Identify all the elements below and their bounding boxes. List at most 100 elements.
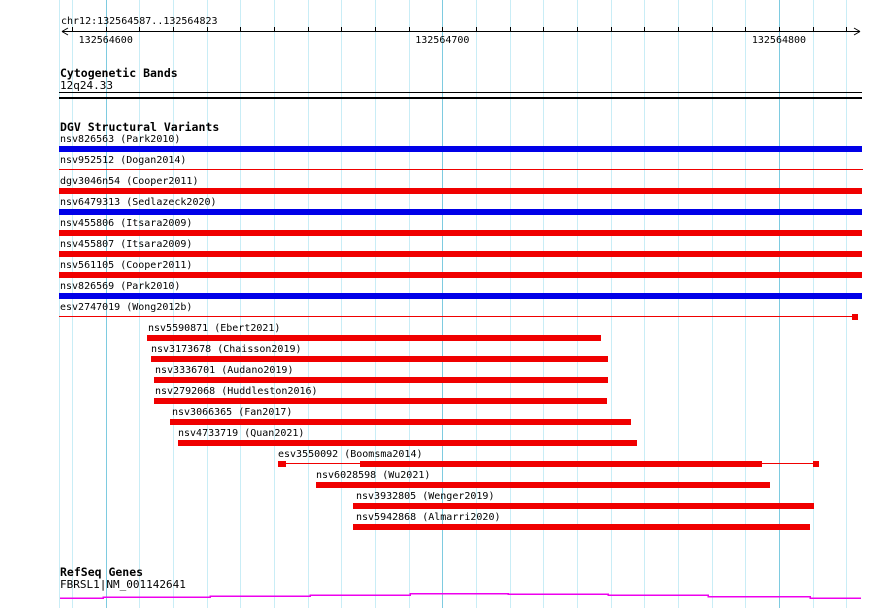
ruler-tick	[677, 27, 679, 32]
gridline-minor	[139, 0, 141, 608]
variant-bar[interactable]	[154, 377, 608, 383]
gridline-minor	[72, 0, 74, 608]
gridline-major	[778, 0, 780, 608]
variant-endpoint-block[interactable]	[852, 314, 858, 320]
gridline-major	[105, 0, 107, 608]
variant-label[interactable]: nsv455806 (Itsara2009)	[60, 218, 193, 229]
variant-label[interactable]: nsv5942868 (Almarri2020)	[356, 512, 501, 523]
gridline-minor	[408, 0, 410, 608]
variant-label[interactable]: nsv6479313 (Sedlazeck2020)	[60, 197, 217, 208]
variant-bar[interactable]	[59, 251, 862, 257]
cytoband-top-border	[59, 92, 862, 93]
variant-connector-line[interactable]	[59, 169, 863, 170]
ruler-tick	[509, 27, 511, 32]
gridline-minor	[610, 0, 612, 608]
ruler-tick	[72, 27, 74, 32]
ruler-tick	[812, 27, 814, 32]
ruler-tick	[543, 27, 545, 32]
variant-label[interactable]: esv2747019 (Wong2012b)	[60, 302, 193, 313]
ruler-tick	[105, 27, 107, 32]
ruler-tick	[307, 27, 309, 32]
variant-label[interactable]: nsv3336701 (Audano2019)	[155, 365, 294, 376]
variant-label[interactable]: nsv6028598 (Wu2021)	[316, 470, 431, 481]
variant-bar[interactable]	[316, 482, 770, 488]
gridline-minor	[341, 0, 343, 608]
ruler-tick	[745, 27, 747, 32]
variant-label[interactable]: nsv826569 (Park2010)	[60, 281, 181, 292]
variant-bar[interactable]	[59, 188, 862, 194]
variant-label[interactable]: nsv4733719 (Quan2021)	[178, 428, 305, 439]
ruler-tick	[778, 27, 780, 32]
ruler-tick	[206, 27, 208, 32]
gridline-minor	[644, 0, 646, 608]
variant-bar[interactable]	[151, 356, 608, 362]
variant-connector-line[interactable]	[762, 463, 813, 464]
gridline-minor	[509, 0, 511, 608]
ruler-tick-label: 132564700	[415, 35, 470, 46]
ruler-tick	[408, 27, 410, 32]
ruler-tick	[476, 27, 478, 32]
ruler-tick	[139, 27, 141, 32]
gridline-minor	[677, 0, 679, 608]
variant-bar[interactable]	[59, 209, 862, 215]
variant-connector-line[interactable]	[286, 463, 360, 464]
variant-label[interactable]: dgv3046n54 (Cooper2011)	[60, 176, 199, 187]
variant-label[interactable]: nsv5590871 (Ebert2021)	[148, 323, 281, 334]
gridline-minor	[173, 0, 175, 608]
ruler-tick-label: 132564600	[78, 35, 133, 46]
variant-label[interactable]: nsv3932805 (Wenger2019)	[356, 491, 495, 502]
ruler-tick	[576, 27, 578, 32]
ruler-tick	[274, 27, 276, 32]
gridline-minor	[375, 0, 377, 608]
variant-label[interactable]: nsv561105 (Cooper2011)	[60, 260, 193, 271]
refseq-gene-label[interactable]: FBRSL1|NM_001142641	[60, 578, 186, 591]
variant-label[interactable]: nsv2792068 (Huddleston2016)	[155, 386, 318, 397]
region-header: chr12:132564587..132564823	[61, 16, 218, 27]
variant-label[interactable]: nsv952512 (Dogan2014)	[60, 155, 187, 166]
variant-label[interactable]: nsv3173678 (Chaisson2019)	[151, 344, 302, 355]
ruler-tick	[375, 27, 377, 32]
gridline-minor	[274, 0, 276, 608]
variant-bar[interactable]	[59, 146, 862, 152]
ruler-tick-label: 132564800	[751, 35, 807, 46]
variant-bar[interactable]	[178, 440, 637, 446]
ruler-tick	[442, 27, 444, 32]
ruler-tick	[173, 27, 175, 32]
variant-bar[interactable]	[360, 461, 762, 467]
gridline-minor	[59, 0, 60, 608]
ruler-tick	[846, 27, 848, 32]
variant-label[interactable]: nsv455807 (Itsara2009)	[60, 239, 193, 250]
variant-bar[interactable]	[353, 503, 814, 509]
ruler-tick	[341, 27, 343, 32]
gridline-minor	[711, 0, 713, 608]
ruler-tick	[610, 27, 612, 32]
cytoband-bottom-border	[59, 97, 862, 99]
variant-bar[interactable]	[59, 230, 862, 236]
gridline-minor	[240, 0, 242, 608]
variant-label[interactable]: esv3550092 (Boomsma2014)	[278, 449, 423, 460]
variant-bar[interactable]	[59, 272, 862, 278]
variant-endpoint-block[interactable]	[813, 461, 819, 467]
gridline-minor	[543, 0, 545, 608]
gridline-minor	[476, 0, 478, 608]
variant-bar[interactable]	[154, 398, 607, 404]
gridline-minor	[576, 0, 578, 608]
variant-bar[interactable]	[170, 419, 631, 425]
gridline-major	[442, 0, 444, 608]
gridline-minor	[206, 0, 208, 608]
gridline-minor	[812, 0, 814, 608]
variant-endpoint-block[interactable]	[278, 461, 286, 467]
gridline-minor	[745, 0, 747, 608]
variant-bar[interactable]	[147, 335, 601, 341]
variant-label[interactable]: nsv826563 (Park2010)	[60, 134, 181, 145]
variant-bar[interactable]	[59, 293, 862, 299]
ruler-tick	[711, 27, 713, 32]
variant-bar[interactable]	[353, 524, 810, 530]
variant-label[interactable]: nsv3066365 (Fan2017)	[172, 407, 293, 418]
cytoband-label: 12q24.33	[60, 79, 113, 92]
variant-connector-line[interactable]	[59, 316, 852, 317]
